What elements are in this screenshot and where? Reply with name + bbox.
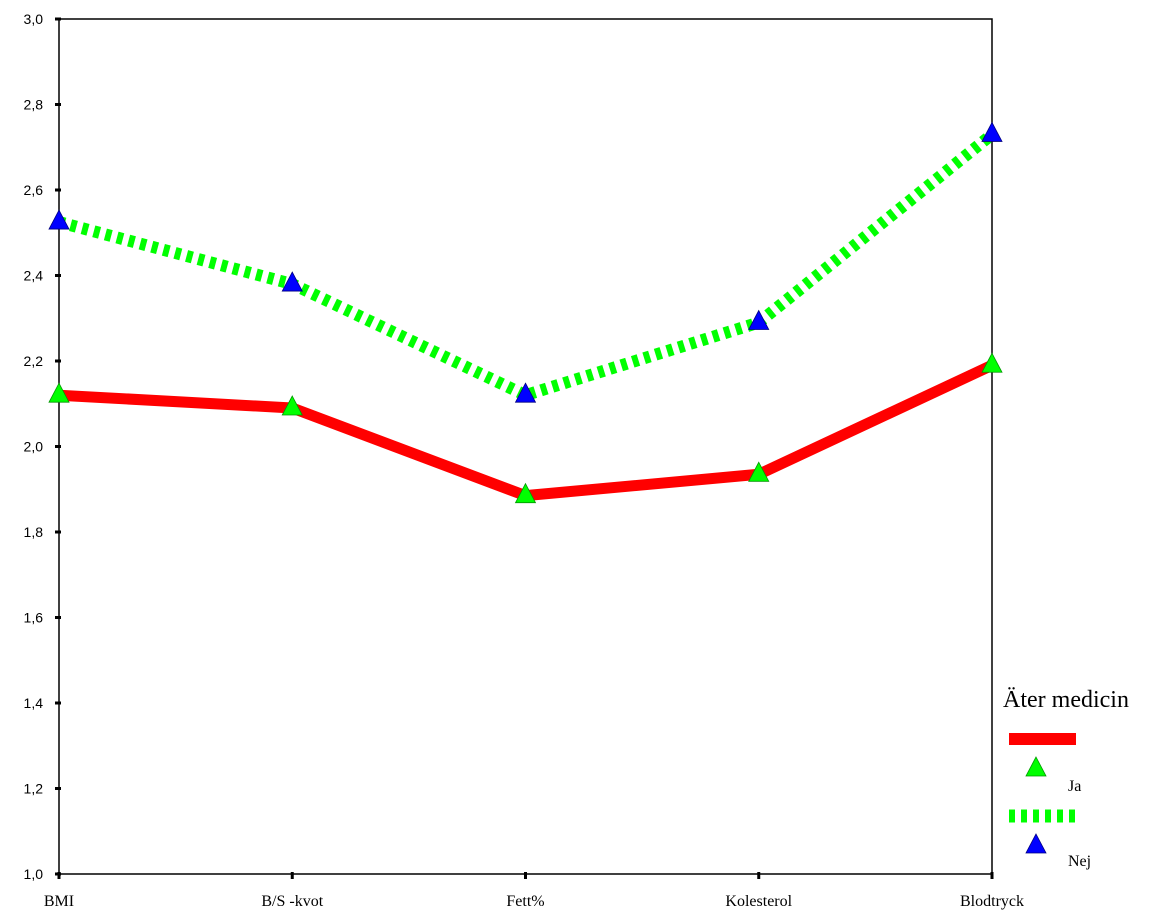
data-point-marker [748,309,770,330]
x-tick-label: BMI [44,893,74,910]
series-line-nej [57,129,996,402]
y-tick-label: 1,4 [24,695,44,711]
data-point-marker [981,352,1003,373]
data-point-marker [514,382,537,403]
series-layer [48,121,1003,504]
y-tick-label: 1,6 [24,610,44,626]
y-tick-label: 1,0 [24,866,44,882]
x-tick-label: Fett% [506,893,544,910]
y-tick-label: 1,8 [24,524,44,540]
x-tick-label: Kolesterol [725,893,792,910]
y-tick-label: 2,2 [24,353,44,369]
x-tick-label: B/S -kvot [261,893,323,910]
x-tick-label: Blodtryck [960,893,1024,910]
legend-label-nej: Nej [1068,853,1091,870]
legend-marker-nej [1025,833,1047,854]
plot-frame [58,18,993,875]
legend-title: Äter medicin [1003,687,1129,713]
legend-marker-ja [1025,756,1047,777]
data-point-marker [748,461,770,482]
data-point-marker [48,382,70,403]
legend: Äter medicin Ja Nej [1003,687,1129,870]
data-point-marker [981,121,1003,142]
data-point-marker [514,482,537,504]
data-point-marker [281,395,303,416]
legend-label-ja: Ja [1068,778,1081,795]
y-tick-label: 3,0 [24,11,44,27]
y-tick-label: 2,0 [24,439,44,455]
y-axis: 1,0 1,2 1,4 1,6 1,8 2,0 2,2 2,4 2,6 2,8 3,0 [24,11,61,882]
data-point-marker [281,271,303,292]
data-point-marker [48,209,70,230]
y-tick-label: 1,2 [24,781,44,797]
y-tick-label: 2,4 [24,268,44,284]
x-axis: BMI B/S -kvot Fett% Kolesterol Blodtryck [44,872,1024,910]
y-tick-label: 2,6 [24,182,44,198]
y-tick-label: 2,8 [24,97,44,113]
